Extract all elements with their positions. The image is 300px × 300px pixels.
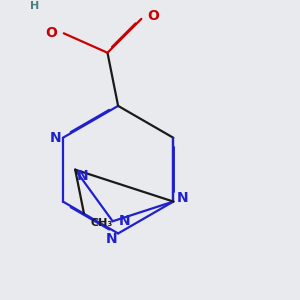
Text: O: O [45,26,57,40]
Text: H: H [30,1,40,11]
Text: O: O [147,9,159,23]
Text: N: N [106,232,118,245]
Text: N: N [77,169,89,183]
Text: N: N [118,214,130,228]
Text: N: N [50,131,61,145]
Text: CH₃: CH₃ [90,218,112,228]
Text: N: N [177,191,189,206]
